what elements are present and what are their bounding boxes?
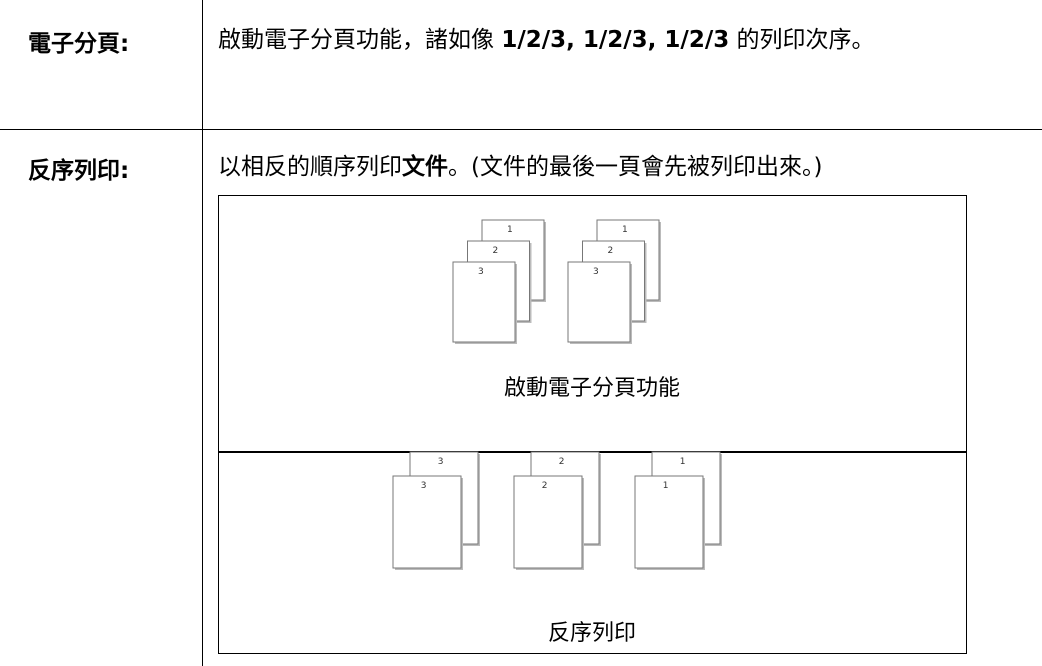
row-label: 反序列印: bbox=[28, 158, 130, 184]
text: 以相反的順序列印 bbox=[218, 154, 402, 180]
page-sheet bbox=[452, 261, 516, 343]
row-description: 啟動電子分頁功能，諸如像 1/2/3, 1/2/3, 1/2/3 的列印次序。 bbox=[218, 16, 998, 64]
page-number: 2 bbox=[559, 457, 565, 467]
page-number: 2 bbox=[542, 481, 548, 491]
row-description: 以相反的順序列印文件。(文件的最後一頁會先被列印出來。) bbox=[218, 143, 1018, 191]
figure-caption: 啟動電子分頁功能 bbox=[503, 376, 680, 401]
page-sheet bbox=[513, 475, 583, 569]
page-sheet bbox=[634, 475, 704, 569]
figure-caption: 反序列印 bbox=[547, 621, 636, 646]
page-number: 3 bbox=[478, 267, 484, 277]
column-divider bbox=[202, 0, 203, 666]
page-number: 3 bbox=[438, 457, 444, 467]
text: 。(文件的最後一頁會先被列印出來。) bbox=[448, 154, 823, 180]
row-divider bbox=[0, 129, 1042, 130]
page-number: 1 bbox=[622, 225, 628, 235]
row-label: 電子分頁: bbox=[28, 31, 130, 57]
bold-text: 文件 bbox=[402, 154, 448, 180]
page-number: 1 bbox=[663, 481, 669, 491]
page-number: 2 bbox=[493, 246, 499, 256]
page-number: 2 bbox=[608, 246, 614, 256]
page-number: 3 bbox=[421, 481, 427, 491]
page-sheet bbox=[392, 475, 462, 569]
page-sheet bbox=[567, 261, 631, 343]
page-number: 3 bbox=[593, 267, 599, 277]
text: 的列印次序。 bbox=[729, 27, 875, 53]
text: 啟動電子分頁功能，諸如像 bbox=[218, 27, 502, 53]
page-number: 1 bbox=[680, 457, 686, 467]
bold-text: 1/2/3, 1/2/3, 1/2/3 bbox=[501, 27, 730, 53]
page-number: 1 bbox=[507, 225, 513, 235]
